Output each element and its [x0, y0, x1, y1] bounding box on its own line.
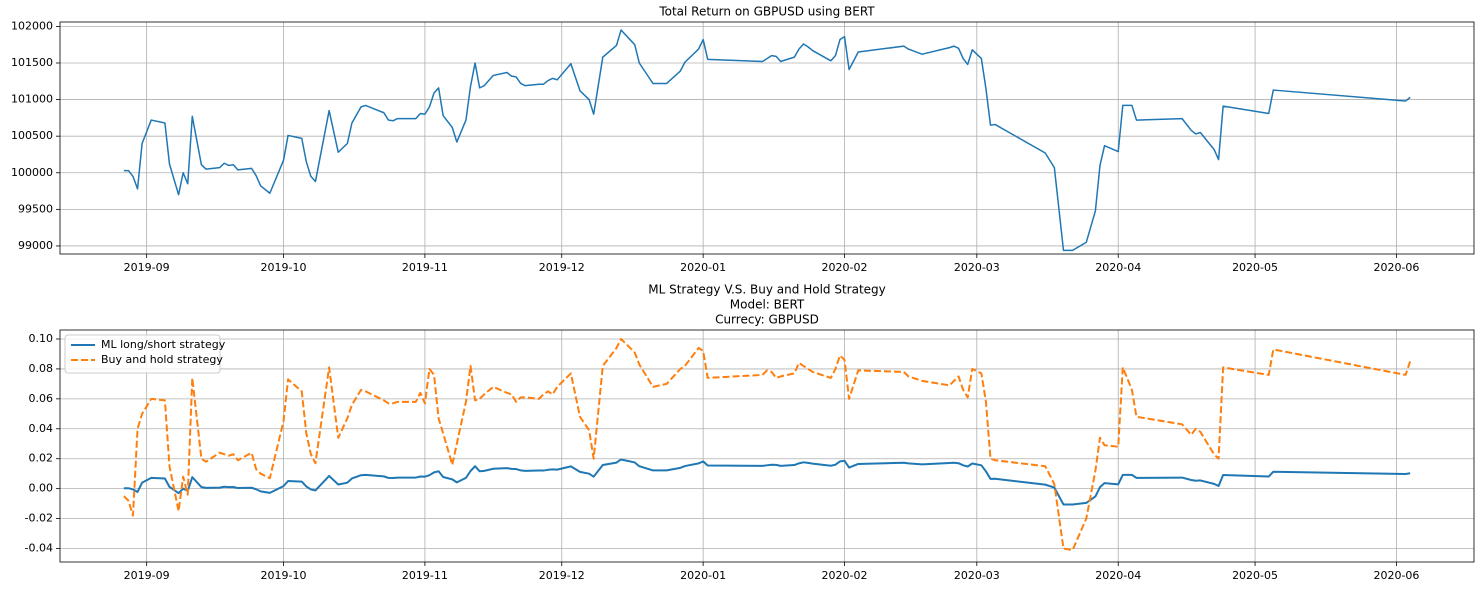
y-tick-label: 101500: [11, 56, 53, 69]
x-tick-label: 2020-04: [1095, 569, 1141, 582]
x-tick-label: 2020-01: [680, 261, 726, 274]
x-tick-label: 2019-09: [124, 261, 170, 274]
plot-frame: [59, 21, 1475, 255]
legend-box: [64, 334, 221, 374]
series-line: [123, 337, 1412, 552]
x-tick-label: 2020-02: [822, 261, 868, 274]
y-tick-label: 0.06: [29, 392, 54, 405]
plot-frame: [59, 329, 1475, 563]
y-tick-label: 101000: [11, 93, 53, 106]
x-tick-label: 2020-04: [1095, 261, 1141, 274]
series-line: [123, 458, 1411, 506]
y-tick-label: -0.02: [25, 512, 53, 525]
x-tick-label: 2020-05: [1232, 569, 1278, 582]
x-tick-label: 2020-02: [822, 569, 868, 582]
x-tick-label: 2019-10: [261, 261, 307, 274]
chart-title: Currecy: GBPUSD: [715, 313, 819, 327]
legend-label: Buy and hold strategy: [101, 353, 223, 366]
y-tick-label: 100500: [11, 129, 53, 142]
x-tick-label: 2020-03: [954, 261, 1000, 274]
y-tick-label: 0.00: [29, 482, 54, 495]
y-tick-label: 0.02: [29, 452, 54, 465]
x-tick-label: 2019-12: [539, 569, 585, 582]
x-tick-label: 2020-01: [680, 569, 726, 582]
x-tick-label: 2020-05: [1232, 261, 1278, 274]
x-tick-label: 2019-10: [261, 569, 307, 582]
y-tick-label: 102000: [11, 19, 53, 32]
x-tick-label: 2019-11: [402, 569, 448, 582]
y-tick-label: 0.10: [29, 332, 54, 345]
x-tick-label: 2019-09: [124, 569, 170, 582]
x-tick-label: 2020-03: [954, 569, 1000, 582]
y-tick-label: 0.08: [29, 362, 54, 375]
chart-title: Total Return on GBPUSD using BERT: [658, 5, 875, 19]
x-tick-label: 2020-06: [1373, 261, 1419, 274]
chart-title: ML Strategy V.S. Buy and Hold Strategy: [648, 283, 886, 297]
y-tick-label: 99500: [18, 202, 53, 215]
series-line: [123, 29, 1411, 252]
x-tick-label: 2020-06: [1373, 569, 1419, 582]
chart-title: Model: BERT: [730, 298, 805, 312]
y-tick-label: -0.04: [25, 542, 53, 555]
y-tick-label: 99000: [18, 239, 53, 252]
legend-label: ML long/short strategy: [101, 338, 226, 351]
y-tick-label: 0.04: [29, 422, 54, 435]
x-tick-label: 2019-12: [539, 261, 585, 274]
y-tick-label: 100000: [11, 166, 53, 179]
x-tick-label: 2019-11: [402, 261, 448, 274]
